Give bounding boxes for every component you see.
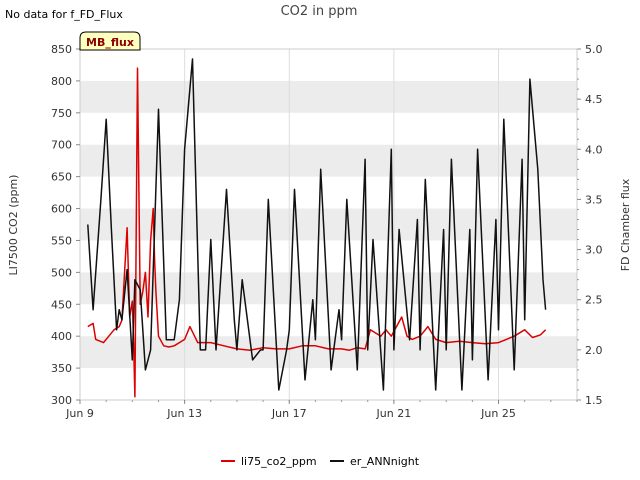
- y-tick-label: 600: [51, 203, 72, 216]
- chart-title: CO2 in ppm: [281, 4, 358, 19]
- y2-tick-label: 3.0: [585, 244, 603, 257]
- y-axis-right-ticks: 1.5 2.0 2.5 3.0 3.5 4.0 4.5 5.0: [577, 43, 603, 407]
- y-tick-label: 750: [51, 107, 72, 120]
- x-tick-label: Jun 21: [376, 407, 412, 420]
- y-axis-left-title: LI7500 CO2 (ppm): [7, 175, 20, 276]
- x-tick-label: Jun 25: [480, 407, 516, 420]
- y-tick-label: 300: [51, 394, 72, 407]
- background-bands: [80, 80, 577, 369]
- series-er-annnight: [87, 58, 547, 391]
- x-tick-label: Jun 9: [65, 407, 94, 420]
- badge-shape: [79, 31, 141, 51]
- y-tick-label: 850: [51, 43, 72, 56]
- plot-frame: [79, 48, 578, 401]
- y-tick-label: 800: [51, 75, 72, 88]
- y-tick-label: 550: [51, 234, 72, 247]
- band-750: [80, 80, 577, 113]
- band-650: [80, 144, 577, 177]
- y2-tick-label: 4.0: [585, 143, 603, 156]
- band-450: [80, 272, 577, 305]
- mb-flux-badge: MB_flux: [79, 31, 141, 51]
- band-350: [80, 336, 577, 369]
- y-tick-label: 450: [51, 298, 72, 311]
- x-tick-label: Jun 13: [166, 407, 202, 420]
- no-data-note: No data for f_FD_Flux: [5, 8, 123, 21]
- y2-tick-label: 1.5: [585, 394, 603, 407]
- y2-tick-label: 4.5: [585, 93, 603, 106]
- y-axis-right-title: FD Chamber flux: [619, 178, 632, 271]
- y-tick-label: 650: [51, 171, 72, 184]
- line-er-annnight: [87, 58, 547, 391]
- y2-tick-label: 2.5: [585, 294, 603, 307]
- x-axis-ticks: Jun 9 Jun 13 Jun 17 Jun 21 Jun 25: [65, 400, 578, 420]
- badge-label: MB_flux: [86, 36, 134, 49]
- legend: li75_co2_ppm er_ANNnight: [221, 455, 420, 468]
- y-tick-label: 500: [51, 266, 72, 279]
- y-tick-label: 350: [51, 362, 72, 375]
- y2-tick-label: 5.0: [585, 43, 603, 56]
- y2-tick-label: 3.5: [585, 193, 603, 206]
- y-axis-left-ticks: 300 350 400 450 500 550 600 650 700 750 800 850: [51, 43, 80, 407]
- legend-label-er: er_ANNnight: [350, 455, 420, 468]
- x-tick-label: Jun 17: [271, 407, 307, 420]
- legend-label-li75: li75_co2_ppm: [241, 455, 317, 468]
- y2-tick-label: 2.0: [585, 344, 603, 357]
- y-tick-label: 700: [51, 139, 72, 152]
- y-tick-label: 400: [51, 330, 72, 343]
